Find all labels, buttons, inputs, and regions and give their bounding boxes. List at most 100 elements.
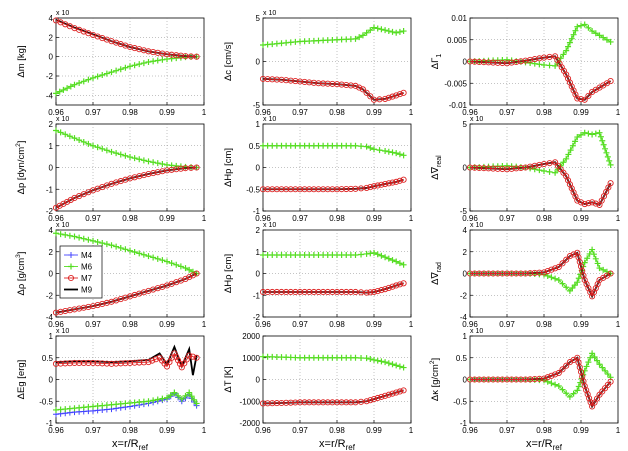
data-point [503,60,511,67]
data-point [596,361,603,368]
y-tick-label: 0.5 [42,354,54,363]
x-tick-label: 1 [409,426,414,435]
data-point [177,263,184,270]
data-point [574,387,581,394]
data-point [159,50,166,57]
data-point [320,288,327,296]
series-line-M7 [470,357,611,408]
y-tick-label: 0 [256,164,261,173]
x-tick-label: 0.97 [499,320,515,329]
y-tick-label: -2 [253,313,261,322]
x-tick-label: 0.96 [462,108,478,117]
y-tick-label: -1 [460,419,468,428]
x-tick-label: 0.96 [255,426,271,435]
data-point [186,352,193,359]
data-point [584,255,591,262]
x-tick-label: 0.98 [536,108,552,117]
data-point [347,185,354,192]
data-point [273,76,280,83]
data-point [589,350,596,357]
plot-frame [262,229,412,318]
data-point [131,155,138,162]
y-tick-label: -4 [460,313,468,322]
series-line-M7 [55,20,197,58]
data-point [563,284,570,291]
data-point [167,392,174,399]
data-point [56,88,63,95]
data-point [531,56,538,63]
y-tick-label: 0 [256,376,261,385]
data-point [343,81,350,89]
data-point [94,144,101,151]
data-point [76,305,83,312]
data-point [389,283,396,290]
data-point [278,76,285,83]
data-point [333,81,341,88]
data-point [480,165,487,172]
data-point [76,234,83,241]
series-M9 [55,344,198,376]
legend-entry-M4: M4 [64,251,93,260]
series-M7 [259,280,407,296]
data-point [585,130,592,137]
data-point [587,354,594,361]
x-tick-label: 0.97 [499,426,515,435]
y-tick-label: 0 [463,58,468,67]
legend-label: M9 [81,286,93,295]
series-line-M9 [55,344,198,376]
series-M7 [52,270,200,316]
data-point [396,363,403,370]
data-point [604,153,611,160]
data-point [122,64,129,71]
data-point [602,145,609,152]
data-point [604,371,611,378]
data-point [476,270,483,277]
data-point [607,378,614,385]
data-point [367,397,374,404]
data-point [555,369,562,377]
y-axis-label-main: Δm [kg] [16,45,27,77]
data-point [503,270,511,277]
data-point [122,246,129,253]
y-axis-label: ΔEg [erg] [16,360,27,400]
data-point [607,38,614,45]
data-point [370,396,378,403]
x-tick-label: 1 [202,108,207,117]
data-point [145,253,152,260]
data-point [577,379,584,386]
data-point [396,281,403,288]
y-axis-label-main: ΔHp [cm] [223,148,234,187]
data-point [536,167,543,174]
data-point [363,398,370,405]
data-point [490,165,497,172]
data-point [264,400,271,407]
series-line-M7 [263,179,404,190]
y-axis-label: Δm [kg] [16,45,27,77]
data-point [393,258,400,265]
data-point [150,49,157,56]
y-tick-label: 1 [49,332,54,341]
y-tick-label: -1 [46,185,54,194]
y-tick-label: -1 [46,419,54,428]
data-point [71,233,78,240]
x-tick-label: 0.98 [536,426,552,435]
data-point [85,140,92,147]
data-point [287,288,294,296]
x-tick-label: 0.98 [122,426,138,435]
data-point [367,184,374,191]
series-M7 [466,354,614,410]
y-tick-label: 4 [463,226,468,235]
data-point [80,359,87,367]
data-point [374,287,381,295]
data-point [572,27,579,34]
data-point [363,29,370,36]
data-point [168,166,175,173]
data-point [574,134,581,141]
data-point [382,392,389,399]
data-point [531,376,538,383]
y-exponent: x 10 [263,116,276,123]
y-tick-label: -5 [253,101,261,110]
y-tick-label: -2 [46,291,54,300]
x-tick-label: 0.97 [499,108,515,117]
data-point [159,257,166,264]
